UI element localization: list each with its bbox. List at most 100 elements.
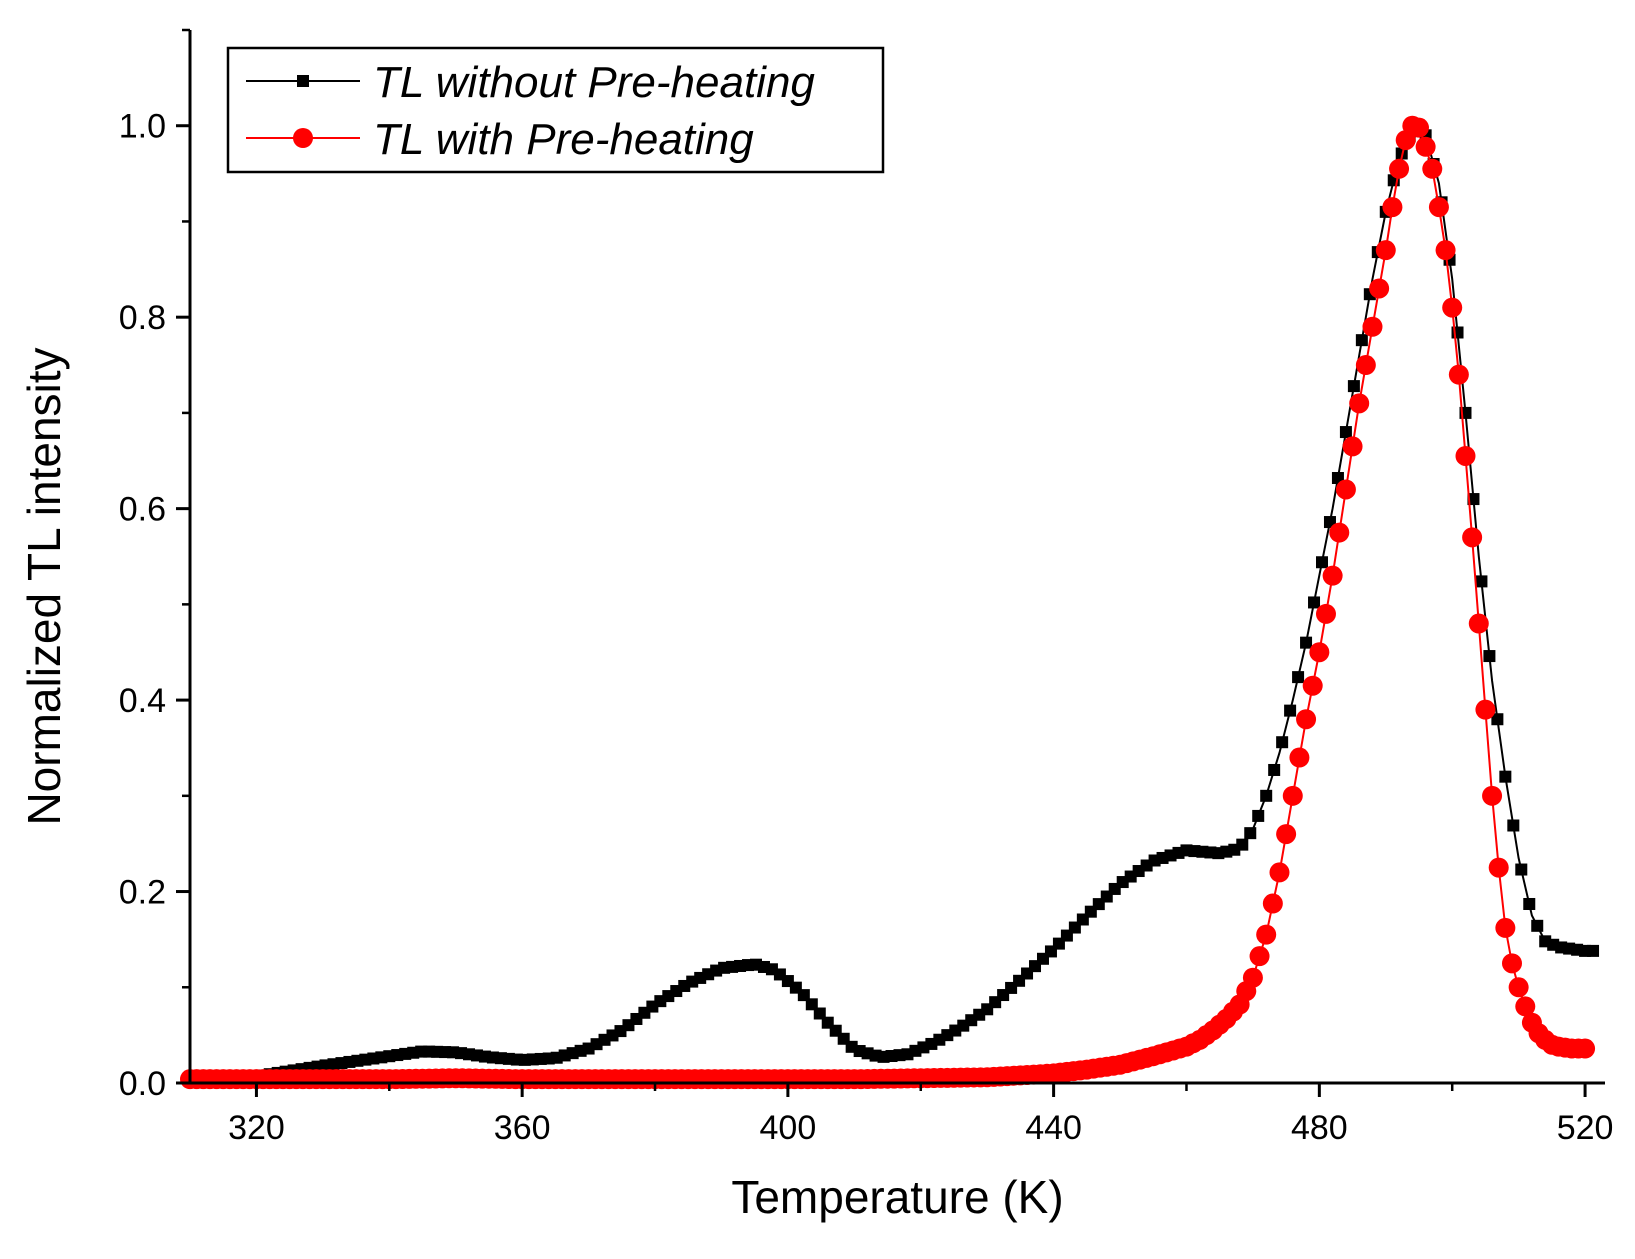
series-2 <box>180 115 1596 1090</box>
data-point <box>1507 819 1520 832</box>
data-point <box>1382 197 1403 218</box>
data-point <box>1475 575 1488 588</box>
y-ticks: 0.0 0.2 0.4 0.6 0.8 1.0 <box>119 28 190 1103</box>
data-point <box>813 1007 826 1020</box>
data-point <box>1252 809 1265 822</box>
x-tick-label: 480 <box>1291 1109 1348 1147</box>
legend-box <box>226 46 885 174</box>
data-point <box>1342 436 1363 457</box>
data-point <box>1369 278 1390 299</box>
data-point <box>1276 824 1297 845</box>
legend-label: TL with Pre-heating <box>373 115 754 164</box>
data-point <box>1455 445 1476 466</box>
series-line <box>190 124 1586 1081</box>
data-point <box>1244 827 1257 840</box>
data-point <box>1308 596 1321 609</box>
data-point <box>1335 479 1356 500</box>
data-point <box>1268 763 1281 776</box>
data-point <box>1284 704 1297 717</box>
legend-label: TL without Pre-heating <box>373 58 815 107</box>
data-point <box>1292 671 1305 684</box>
x-axis-title: Temperature (K) <box>731 1171 1063 1223</box>
legend: TL without Pre-heating TL with Pre-heatin… <box>226 46 885 174</box>
data-point <box>1442 297 1463 318</box>
y-tick-label: 0.0 <box>119 1065 166 1103</box>
legend-item-2: TL with Pre-heating <box>246 115 754 164</box>
x-ticks: 320 360 400 440 480 520 <box>228 1083 1613 1147</box>
y-axis-title: Normalized TL intensity <box>18 347 70 825</box>
data-point <box>1339 426 1352 439</box>
data-point <box>1475 699 1496 720</box>
data-point <box>1531 919 1544 932</box>
legend-marker <box>297 75 309 87</box>
data-point <box>1322 565 1343 586</box>
data-point <box>1482 785 1503 806</box>
data-point <box>1462 527 1483 548</box>
y-tick-label: 0.8 <box>119 299 166 337</box>
data-point <box>622 1019 635 1032</box>
series-line <box>189 124 1599 1081</box>
data-point <box>1329 522 1350 543</box>
data-point <box>1289 747 1310 768</box>
data-point <box>1256 924 1277 945</box>
data-point <box>1262 893 1283 914</box>
legend-marker <box>293 128 313 148</box>
data-point <box>1269 862 1290 883</box>
x-tick-label: 360 <box>494 1109 551 1147</box>
plot-marks <box>180 115 1600 1090</box>
data-point <box>1242 967 1263 988</box>
data-point <box>1515 863 1528 876</box>
data-point <box>1362 316 1383 337</box>
data-point <box>1408 117 1429 138</box>
data-point <box>805 998 818 1011</box>
data-point <box>1389 158 1410 179</box>
y-tick-label: 0.2 <box>119 874 166 912</box>
data-point <box>1355 355 1376 376</box>
data-point <box>1501 953 1522 974</box>
data-point <box>1236 838 1249 851</box>
data-point <box>1276 736 1289 749</box>
y-tick-label: 1.0 <box>119 108 166 146</box>
data-point <box>1435 240 1456 261</box>
x-tick-label: 320 <box>228 1109 285 1147</box>
data-point <box>1355 334 1368 347</box>
data-point <box>1575 1038 1596 1059</box>
axes: 320 360 400 440 480 520 0.0 0.2 0.4 0.6 0.8 1.0 <box>119 28 1613 1147</box>
data-point <box>1523 897 1536 910</box>
data-point <box>1415 136 1436 157</box>
data-point <box>797 989 810 1002</box>
data-point <box>1349 393 1370 414</box>
data-point <box>1296 709 1317 730</box>
data-point <box>1309 642 1330 663</box>
data-point <box>1488 857 1509 878</box>
data-point <box>1467 493 1480 506</box>
x-tick-label: 520 <box>1557 1109 1614 1147</box>
data-point <box>1428 197 1449 218</box>
data-point <box>1422 158 1443 179</box>
data-point <box>1483 650 1496 663</box>
data-point <box>1375 240 1396 261</box>
data-point <box>1300 636 1313 649</box>
data-point <box>1260 789 1273 802</box>
x-tick-label: 440 <box>1025 1109 1082 1147</box>
data-point <box>1587 944 1600 957</box>
data-point <box>1315 603 1336 624</box>
data-point <box>1495 917 1516 938</box>
y-tick-label: 0.6 <box>119 491 166 529</box>
data-point <box>1508 977 1529 998</box>
series-1 <box>184 120 1600 1086</box>
data-point <box>1468 613 1489 634</box>
data-point <box>1316 556 1328 569</box>
x-tick-label: 400 <box>760 1109 817 1147</box>
data-point <box>1347 380 1360 393</box>
data-point <box>1448 364 1469 385</box>
data-point <box>1491 713 1504 726</box>
legend-items: TL without Pre-heating TL with Pre-heatin… <box>246 58 815 164</box>
data-point <box>1282 785 1303 806</box>
data-point <box>1515 996 1536 1017</box>
data-point <box>630 1012 643 1025</box>
data-point <box>1249 946 1270 967</box>
y-tick-label: 0.4 <box>119 682 166 720</box>
legend-item-1: TL without Pre-heating <box>246 58 815 107</box>
